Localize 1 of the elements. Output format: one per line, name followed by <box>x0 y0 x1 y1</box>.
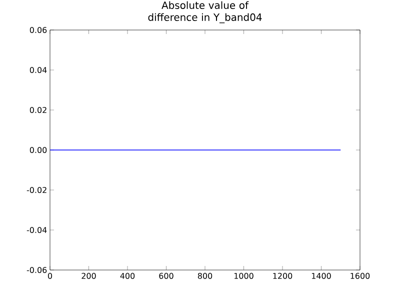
chart-title: Absolute value of difference in Y_band04 <box>148 1 262 24</box>
